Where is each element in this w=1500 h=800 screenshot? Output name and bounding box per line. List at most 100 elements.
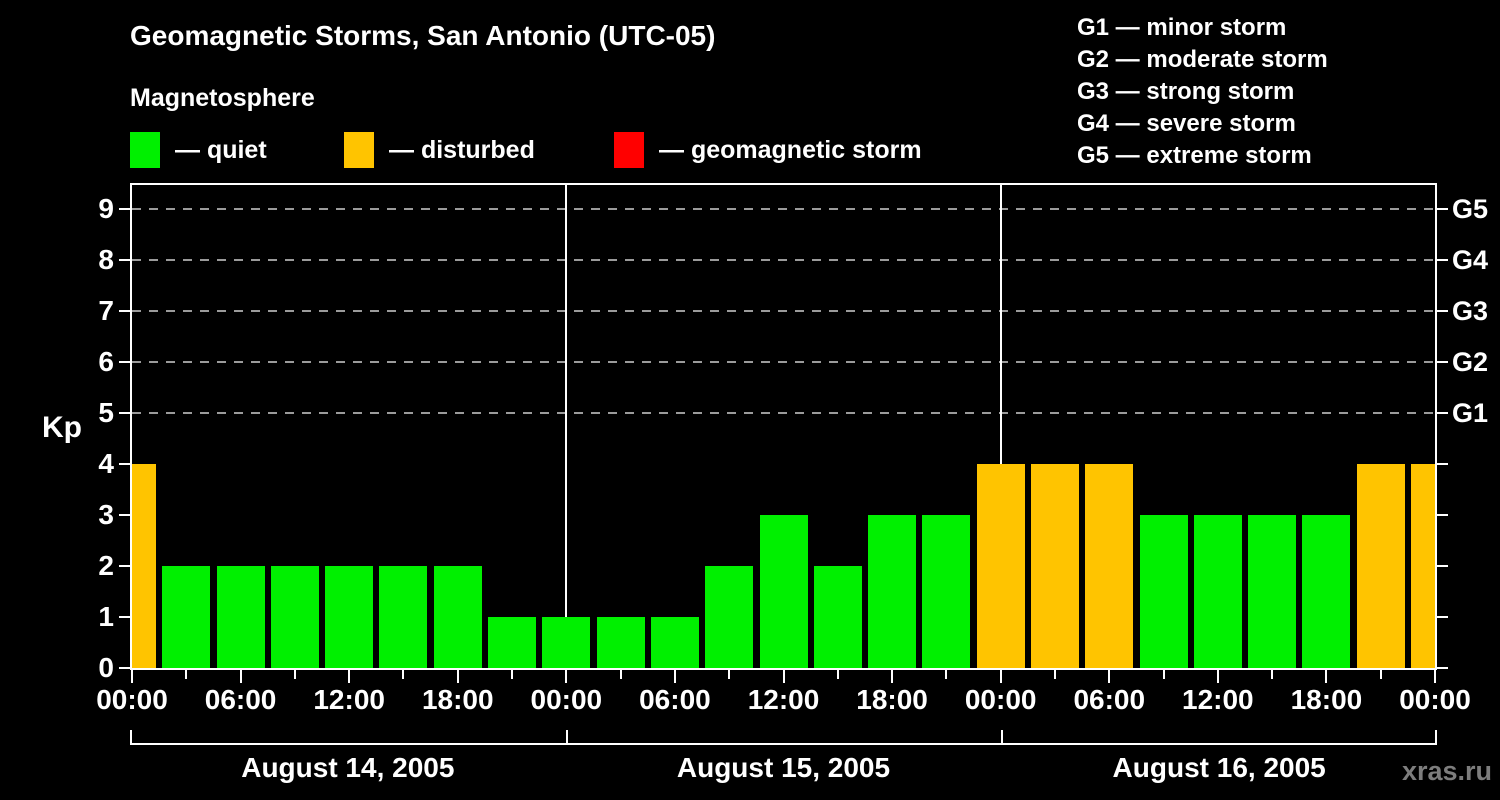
storm-scale-legend-g4: G4 — severe storm bbox=[1077, 110, 1296, 137]
day-boundary-line bbox=[999, 185, 1002, 668]
kp-bar bbox=[325, 566, 374, 668]
g-scale-label-g1: G1 bbox=[1452, 398, 1489, 428]
y-tick-label: 2 bbox=[98, 550, 114, 581]
y-axis-tick-right bbox=[1437, 616, 1448, 618]
date-axis-tick bbox=[1435, 730, 1437, 745]
kp-bar bbox=[1193, 515, 1242, 668]
date-label: August 16, 2005 bbox=[1112, 752, 1326, 783]
y-axis-tick-right bbox=[1437, 463, 1448, 465]
y-axis-tick-right bbox=[1437, 667, 1448, 669]
x-axis-tick bbox=[185, 670, 188, 679]
kp-bar bbox=[1139, 515, 1188, 668]
kp-bar bbox=[976, 464, 1025, 668]
kp-bar bbox=[1248, 515, 1297, 668]
kp-bar bbox=[1030, 464, 1079, 668]
kp-bar bbox=[216, 566, 265, 668]
y-tick-label: 9 bbox=[98, 193, 114, 224]
x-axis-tick bbox=[728, 670, 731, 679]
x-tick-label: 18:00 bbox=[1290, 684, 1363, 715]
y-tick-label: 3 bbox=[98, 499, 114, 530]
legend-item-storm: — geomagnetic storm bbox=[614, 130, 922, 170]
x-axis-tick bbox=[402, 670, 405, 679]
y-axis-tick-left bbox=[119, 412, 130, 414]
x-axis-tick bbox=[1216, 670, 1219, 683]
g-scale-label-g2: G2 bbox=[1452, 347, 1489, 377]
g-scale-label-g3: G3 bbox=[1452, 296, 1489, 326]
x-tick-label: 00:00 bbox=[96, 684, 168, 715]
x-axis-tick bbox=[239, 670, 242, 683]
y-axis-tick-right bbox=[1437, 361, 1448, 363]
legend-item-disturbed: — disturbed bbox=[344, 130, 535, 170]
x-axis-tick bbox=[1053, 670, 1056, 679]
x-tick-label: 00:00 bbox=[1399, 684, 1471, 715]
disturbed-color-swatch bbox=[344, 132, 374, 168]
gridline-kp6 bbox=[132, 361, 1435, 363]
x-axis-tick bbox=[619, 670, 622, 679]
kp-bar bbox=[922, 515, 971, 668]
y-axis-tick-left bbox=[119, 667, 130, 669]
quiet-color-swatch bbox=[130, 132, 160, 168]
storm-scale-legend-g1: G1 — minor storm bbox=[1077, 14, 1287, 41]
x-axis-tick bbox=[891, 670, 894, 683]
date-axis-tick bbox=[130, 730, 132, 745]
y-tick-label: 5 bbox=[98, 397, 114, 428]
gridline-kp9 bbox=[132, 208, 1435, 210]
kp-bar bbox=[868, 515, 917, 668]
x-tick-label: 06:00 bbox=[639, 684, 711, 715]
kp-bar bbox=[1085, 464, 1134, 668]
date-label: August 14, 2005 bbox=[241, 752, 455, 783]
x-axis-tick bbox=[673, 670, 676, 683]
y-tick-label: 8 bbox=[98, 244, 114, 275]
legend-label-quiet: — quiet bbox=[175, 135, 267, 164]
subtitle: Magnetosphere bbox=[130, 84, 315, 112]
x-axis-tick bbox=[836, 670, 839, 679]
kp-bar bbox=[650, 617, 699, 668]
y-axis-tick-left bbox=[119, 259, 130, 261]
x-axis-tick bbox=[782, 670, 785, 683]
y-axis-tick-left bbox=[119, 616, 130, 618]
gridline-kp8 bbox=[132, 259, 1435, 261]
kp-bar bbox=[813, 566, 862, 668]
date-axis-line bbox=[130, 743, 1437, 745]
x-tick-label: 00:00 bbox=[530, 684, 603, 715]
kp-bar bbox=[162, 566, 211, 668]
x-tick-label: 06:00 bbox=[204, 684, 277, 715]
x-axis-tick bbox=[1271, 670, 1274, 679]
y-tick-label: 6 bbox=[98, 346, 114, 377]
storm-scale-legend-g3: G3 — strong storm bbox=[1077, 78, 1295, 105]
storm-scale-legend-g2: G2 — moderate storm bbox=[1077, 46, 1328, 73]
x-tick-label: 12:00 bbox=[1182, 684, 1254, 715]
storm-color-swatch bbox=[614, 132, 644, 168]
x-axis-tick bbox=[1434, 670, 1436, 683]
storm-scale-legend-g5: G5 — extreme storm bbox=[1077, 142, 1312, 169]
x-axis-tick bbox=[1325, 670, 1328, 683]
legend-item-quiet: — quiet bbox=[130, 130, 267, 170]
y-axis-tick-left bbox=[119, 208, 130, 210]
legend-label-storm: — geomagnetic storm bbox=[659, 135, 922, 164]
kp-bar bbox=[759, 515, 808, 668]
x-axis-tick bbox=[293, 670, 296, 679]
x-axis-tick bbox=[1379, 670, 1382, 679]
g-scale-label-g5: G5 bbox=[1452, 194, 1489, 224]
kp-bar bbox=[132, 464, 156, 668]
plot-area bbox=[130, 183, 1437, 670]
kp-bar bbox=[596, 617, 645, 668]
y-axis-tick-left bbox=[119, 565, 130, 567]
x-axis-tick bbox=[131, 670, 133, 683]
x-axis-tick bbox=[565, 670, 568, 683]
y-axis-tick-left bbox=[119, 463, 130, 465]
gridline-kp7 bbox=[132, 310, 1435, 312]
gridline-kp5 bbox=[132, 412, 1435, 414]
kp-bar bbox=[433, 566, 482, 668]
x-tick-label: 18:00 bbox=[856, 684, 928, 715]
y-axis-tick-right bbox=[1437, 310, 1448, 312]
kp-bar bbox=[270, 566, 319, 668]
x-tick-label: 18:00 bbox=[421, 684, 494, 715]
y-axis-tick-right bbox=[1437, 565, 1448, 567]
x-axis-tick bbox=[1108, 670, 1111, 683]
y-axis-tick-left bbox=[119, 361, 130, 363]
y-axis-tick-right bbox=[1437, 259, 1448, 261]
watermark: xras.ru bbox=[1401, 756, 1492, 786]
x-tick-label: 00:00 bbox=[964, 684, 1037, 715]
